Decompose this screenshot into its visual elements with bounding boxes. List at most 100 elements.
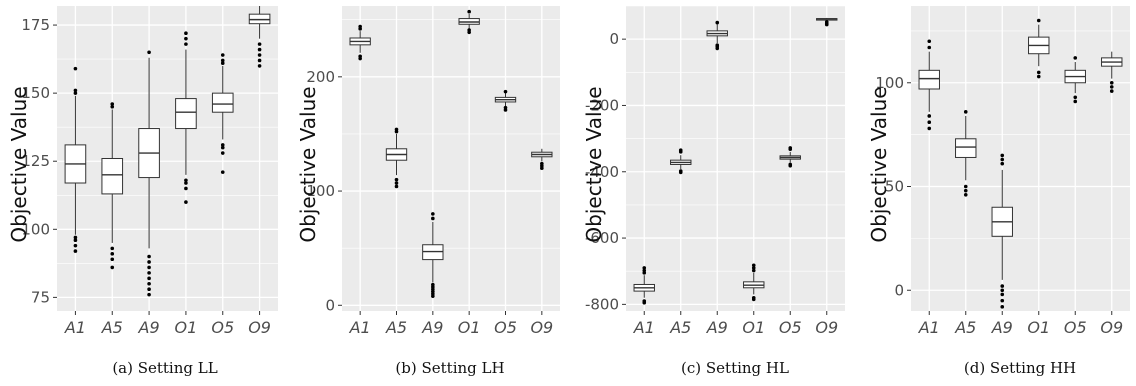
panel-background [342,6,560,311]
y-tick-label: -400 [585,163,619,181]
outlier-point [220,58,225,63]
outlier-point [147,271,151,275]
outlier-point [147,260,151,264]
outlier-point [257,47,262,52]
outlier-point [642,268,647,273]
x-tick-label-a1: A1 [918,318,940,337]
y-tick-label: 75 [31,288,50,306]
outlier-point [751,295,756,300]
outlier-point [824,20,829,24]
outlier-point [147,287,151,292]
outlier-point [220,170,225,174]
outlier-point [220,53,225,57]
x-tick-label-o5: O5 [1064,318,1087,337]
outlier-point [394,177,399,182]
outlier-point [394,127,399,132]
outlier-point [110,246,115,251]
x-tick-label-a1: A1 [633,318,655,337]
outlier-point [1036,74,1041,79]
outlier-point [147,281,151,286]
outlier-point [147,292,151,297]
outlier-point [394,181,399,185]
x-tick-label-o1: O1 [458,318,481,337]
outlier-point [110,104,115,109]
x-tick-label-o1: O1 [175,318,198,337]
outlier-point [73,66,78,71]
y-tick-label: 125 [21,152,50,170]
outlier-point [147,276,151,281]
outlier-point [927,120,932,124]
box-o1 [458,9,480,35]
x-tick-label-a9: A9 [138,318,160,337]
outlier-point [147,254,151,259]
outlier-point [73,243,78,248]
outlier-point [963,188,968,193]
outlier-point [963,184,968,189]
box-o1 [175,31,197,204]
x-tick-label-a9: A9 [706,318,728,337]
outlier-point [73,235,78,240]
box-o5 [779,146,801,168]
outlier-point [927,126,932,131]
box-o5 [1064,56,1086,104]
outlier-point [1000,288,1005,293]
outlier-point [220,143,225,147]
outlier-point [431,212,435,216]
outlier-point [715,20,720,25]
outlier-point [1073,95,1078,100]
outlier-point [220,145,225,150]
outlier-point [927,39,932,44]
y-tick-label: 100 [21,220,50,238]
outlier-point [751,268,756,273]
y-axis-label: Objective Value [582,86,606,242]
outlier-point [1000,284,1005,288]
outlier-point [642,266,647,270]
outlier-point [503,89,508,94]
outlier-point [927,45,932,50]
x-tick-label-a5: A5 [385,318,407,337]
outlier-point [678,169,683,173]
y-tick-label: -800 [585,295,619,313]
panel-background [911,6,1130,311]
x-tick-label-o9: O9 [248,318,271,337]
box-o9 [531,148,553,171]
x-tick-label-o5: O5 [779,318,802,337]
x-tick-label-a9: A9 [421,318,443,337]
outlier-point [147,265,151,270]
x-tick-label-a1: A1 [349,318,371,337]
outlier-point [1000,305,1005,309]
box-a9 [991,153,1013,309]
outlier-point [257,42,262,46]
outlier-point [1000,292,1005,297]
boxplot-panel-1: 75 100 125 150 175 A1 A5 A9 O1 O5 O9 Objective Valu… [7,6,278,377]
outlier-point [678,148,683,153]
outlier-point [73,88,78,93]
outlier-point [110,252,115,256]
box-o9 [248,6,271,68]
outlier-point [358,24,362,29]
y-tick-label: 0 [325,296,335,314]
y-axis-label: Objective Value [867,86,891,242]
outlier-point [431,282,435,287]
box-a9 [138,50,160,297]
outlier-point [1000,298,1005,303]
outlier-point [1109,89,1114,93]
outlier-point [1000,153,1005,158]
y-tick-label: 200 [306,68,335,86]
box-iqr [918,69,940,90]
outlier-point [257,64,262,68]
box-a1 [633,266,655,305]
outlier-point [1036,18,1041,23]
outlier-point [73,91,78,95]
x-tick-label-a5: A5 [101,318,123,337]
outlier-point [1000,161,1005,166]
outlier-point [184,186,188,191]
y-tick-label: 100 [875,74,904,92]
box-o9 [1101,51,1123,93]
outlier-point [503,105,508,110]
box-iqr [101,158,124,195]
box-a9 [422,212,444,298]
outlier-point [431,216,435,221]
outlier-point [73,249,78,253]
